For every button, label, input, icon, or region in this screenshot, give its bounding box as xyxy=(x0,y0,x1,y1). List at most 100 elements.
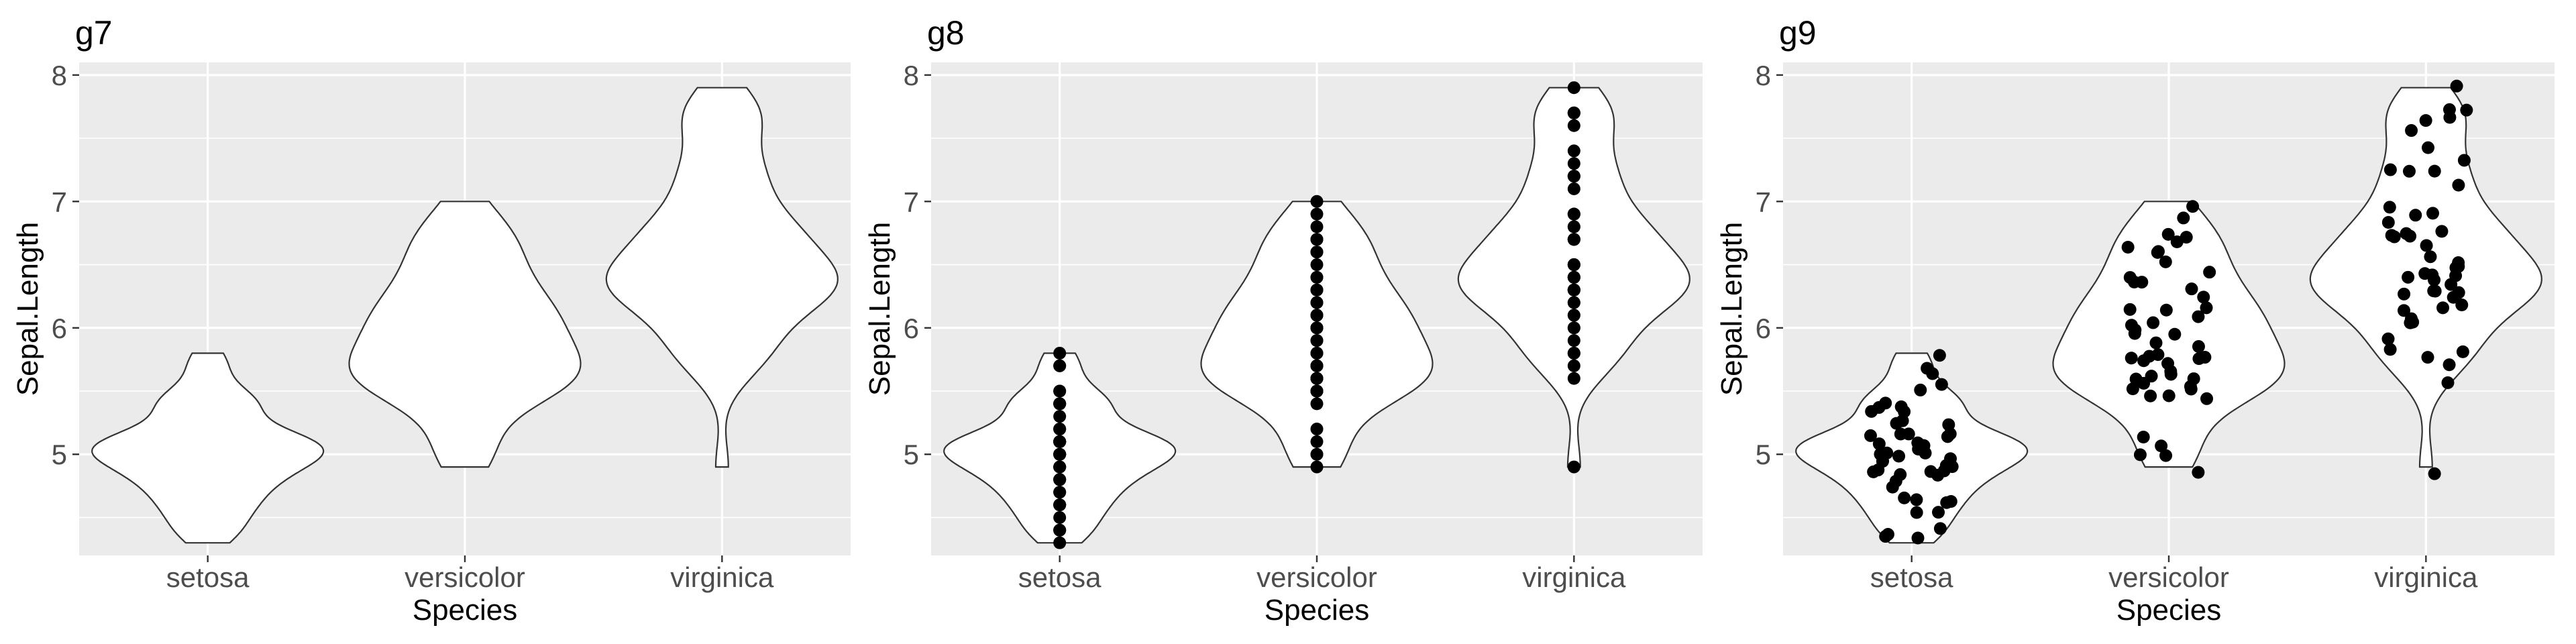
x-axis-title: Species xyxy=(1265,594,1370,627)
x-tick-label-setosa: setosa xyxy=(1018,561,1102,593)
data-point-virginica xyxy=(2428,467,2441,480)
data-point-virginica xyxy=(2428,164,2441,178)
data-point-virginica xyxy=(1567,207,1580,221)
data-point-virginica xyxy=(2443,103,2456,116)
data-point-virginica xyxy=(1567,106,1580,119)
data-point-versicolor xyxy=(2200,392,2214,405)
data-point-versicolor xyxy=(2185,282,2198,296)
y-tick-label: 5 xyxy=(1756,439,1771,470)
data-point-virginica xyxy=(2405,124,2418,138)
data-point-versicolor xyxy=(2192,340,2205,354)
data-point-setosa xyxy=(1053,359,1067,372)
data-point-versicolor xyxy=(1310,309,1324,322)
data-point-setosa xyxy=(1881,528,1894,541)
data-point-setosa xyxy=(1053,523,1067,537)
data-point-setosa xyxy=(1919,446,1932,460)
data-point-virginica xyxy=(1567,170,1580,183)
data-point-versicolor xyxy=(1310,423,1324,436)
x-tick-label-virginica: virginica xyxy=(670,561,774,593)
data-point-virginica xyxy=(1567,372,1580,385)
y-axis-title: Sepal.Length xyxy=(1715,222,1748,396)
data-point-setosa xyxy=(1865,405,1878,418)
data-point-versicolor xyxy=(2155,439,2168,453)
data-point-versicolor xyxy=(1310,372,1324,385)
data-point-setosa xyxy=(1053,397,1067,411)
y-tick-label: 6 xyxy=(904,313,919,344)
violin-setosa xyxy=(91,352,325,544)
data-point-versicolor xyxy=(2137,376,2151,390)
data-point-virginica xyxy=(2387,230,2401,244)
y-tick-label: 7 xyxy=(52,186,67,217)
data-point-virginica xyxy=(2452,178,2465,192)
data-point-versicolor xyxy=(1310,270,1324,284)
data-point-virginica xyxy=(1567,359,1580,372)
data-point-virginica xyxy=(2447,290,2460,304)
data-point-virginica xyxy=(1567,460,1580,474)
violin-setosa xyxy=(1795,352,2029,544)
y-tick-label: 5 xyxy=(904,439,919,470)
data-point-versicolor xyxy=(2192,310,2205,323)
data-point-virginica xyxy=(2383,343,2397,356)
data-point-versicolor xyxy=(2151,246,2164,259)
data-point-virginica xyxy=(2398,287,2411,301)
data-point-versicolor xyxy=(2184,380,2197,393)
data-point-versicolor xyxy=(2170,235,2184,249)
data-point-virginica xyxy=(2460,103,2473,117)
panel-g9: 5 6 7 8 setosa versicolor virginica Species Sepa… xyxy=(1715,14,2555,627)
data-point-setosa xyxy=(1894,468,1907,481)
data-point-versicolor xyxy=(2197,290,2210,304)
data-point-setosa xyxy=(1942,418,1955,431)
data-point-versicolor xyxy=(2126,382,2139,396)
data-point-virginica xyxy=(1567,321,1580,335)
data-point-virginica xyxy=(2383,163,2397,176)
data-point-versicolor xyxy=(2203,266,2216,279)
data-point-virginica xyxy=(2383,201,2396,214)
data-point-virginica xyxy=(1567,144,1580,158)
data-point-virginica xyxy=(1567,119,1580,132)
data-point-setosa xyxy=(1892,449,1906,463)
data-point-setosa xyxy=(1053,384,1067,398)
data-point-virginica xyxy=(2420,239,2433,252)
data-point-virginica xyxy=(2443,358,2456,372)
x-tick-label-versicolor: versicolor xyxy=(2108,561,2229,593)
data-point-versicolor xyxy=(1310,334,1324,347)
data-point-virginica xyxy=(2424,250,2437,264)
data-point-setosa xyxy=(1879,396,1892,410)
data-point-setosa xyxy=(1932,506,1945,519)
data-point-setosa xyxy=(1053,447,1067,461)
data-point-versicolor xyxy=(2159,449,2173,462)
data-point-setosa xyxy=(1926,367,1939,380)
data-point-versicolor xyxy=(2133,448,2147,462)
violin-virginica xyxy=(605,87,839,468)
data-point-virginica xyxy=(1567,157,1580,170)
data-point-virginica xyxy=(1567,220,1580,233)
data-point-versicolor xyxy=(2200,301,2213,315)
data-point-virginica xyxy=(1567,270,1580,284)
y-tick-label: 7 xyxy=(904,186,919,217)
data-point-versicolor xyxy=(2123,303,2137,316)
data-point-virginica xyxy=(2457,154,2471,167)
data-point-virginica xyxy=(2419,114,2432,127)
data-point-versicolor xyxy=(2128,327,2141,340)
data-point-setosa xyxy=(1880,446,1894,460)
data-point-versicolor xyxy=(2161,227,2175,241)
data-point-versicolor xyxy=(1310,283,1324,297)
data-point-setosa xyxy=(1911,531,1925,545)
data-point-virginica xyxy=(2421,351,2434,364)
y-tick-label: 5 xyxy=(52,439,67,470)
data-point-versicolor xyxy=(1310,460,1324,474)
data-point-setosa xyxy=(1894,400,1908,413)
panel-g7: 5 6 7 8 setosa versicolor virginica Species Sepa… xyxy=(11,14,851,627)
panel-title: g9 xyxy=(1779,14,1817,52)
data-point-virginica xyxy=(2402,270,2415,284)
violin-versicolor xyxy=(348,201,582,468)
data-point-virginica xyxy=(1567,233,1580,246)
data-point-virginica xyxy=(2409,209,2422,222)
data-point-setosa xyxy=(1053,423,1067,436)
data-point-versicolor xyxy=(1310,447,1324,461)
data-point-virginica xyxy=(2428,273,2441,286)
data-point-virginica xyxy=(2400,227,2413,240)
data-point-versicolor xyxy=(2137,431,2150,444)
data-point-versicolor xyxy=(1310,346,1324,360)
data-point-setosa xyxy=(1872,437,1886,451)
